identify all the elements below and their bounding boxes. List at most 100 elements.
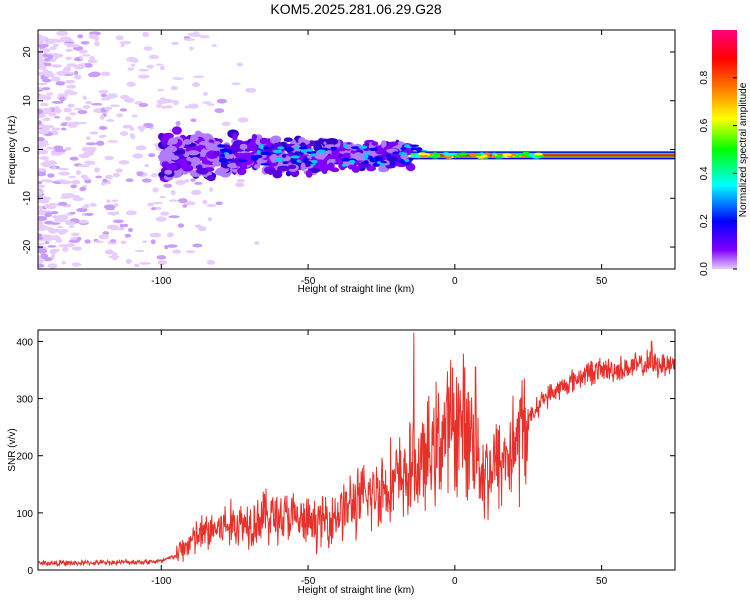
- spectral-patch: [87, 59, 98, 64]
- spectral-patch: [38, 129, 49, 135]
- spectral-patch: [296, 159, 301, 163]
- spectral-patch: [57, 201, 68, 206]
- spectral-patch: [380, 162, 385, 167]
- spectral-patch: [206, 103, 215, 106]
- x-tick-label: 50: [596, 276, 608, 287]
- spectral-patch: [132, 153, 144, 159]
- spectral-patch: [276, 168, 283, 175]
- spectral-patch: [217, 144, 225, 148]
- spectral-patch: [49, 222, 61, 225]
- spectral-patch: [40, 253, 49, 259]
- spectral-patch: [183, 138, 192, 145]
- spectral-patch: [100, 181, 107, 186]
- spectral-patch: [219, 148, 230, 153]
- spectral-patch: [73, 64, 85, 70]
- spectral-patch: [51, 100, 64, 104]
- spectrogram-marks: [38, 30, 675, 269]
- spectral-patch: [38, 150, 42, 156]
- spectral-patch: [169, 155, 180, 161]
- spectral-patch: [330, 146, 337, 150]
- spectral-patch: [192, 75, 205, 78]
- spectral-patch: [105, 174, 114, 180]
- spectral-patch: [139, 129, 144, 132]
- spectral-patch: [69, 112, 77, 116]
- spectral-patch: [99, 114, 105, 120]
- spectral-patch: [38, 39, 42, 45]
- spectral-patch: [65, 48, 73, 52]
- spectral-patch: [160, 211, 170, 216]
- ridge-patch: [476, 153, 482, 157]
- spectral-patch: [50, 253, 56, 259]
- spectral-patch: [288, 164, 297, 170]
- spectral-patch: [290, 160, 298, 164]
- spectral-patch: [44, 212, 53, 218]
- spectral-patch: [207, 217, 212, 221]
- spectral-patch: [81, 54, 91, 57]
- spectral-patch: [61, 193, 69, 198]
- spectral-patch: [50, 248, 61, 252]
- spectral-patch: [71, 179, 81, 185]
- spectral-patch: [38, 82, 48, 86]
- spectral-patch: [38, 191, 43, 196]
- spectral-patch: [175, 180, 186, 186]
- spectral-patch: [187, 150, 200, 156]
- spectral-patch: [305, 148, 314, 152]
- spectral-patch: [148, 153, 156, 158]
- spectral-patch: [213, 140, 221, 146]
- spectral-patch: [38, 210, 47, 216]
- spectral-patch: [409, 144, 420, 147]
- spectral-patch: [177, 223, 185, 228]
- spectral-patch: [254, 241, 260, 245]
- spectral-patch: [38, 156, 50, 160]
- spectral-patch: [150, 173, 158, 178]
- colorbar-ticks: 0.0 0.2 0.4 0.6 0.8: [699, 70, 737, 276]
- spectral-patch: [239, 161, 248, 171]
- spectral-patch: [202, 199, 208, 205]
- spectral-patch: [38, 263, 45, 268]
- spectral-patch: [124, 233, 132, 238]
- spectral-patch: [56, 30, 68, 37]
- spectral-patch: [65, 71, 75, 75]
- x-tick-label: 0: [452, 576, 458, 587]
- spectral-patch: [111, 199, 119, 203]
- spectral-patch: [155, 216, 167, 222]
- spectral-patch: [48, 228, 57, 234]
- spectral-patch: [138, 68, 150, 72]
- spectral-patch: [66, 63, 77, 67]
- spectral-patch: [87, 150, 95, 154]
- spectral-patch: [126, 56, 138, 63]
- spectral-patch: [47, 263, 58, 269]
- spectral-patch: [102, 231, 110, 236]
- spectral-patch: [415, 147, 423, 152]
- spectral-patch: [190, 145, 203, 152]
- ridge-patch: [432, 152, 438, 156]
- spectral-patch: [168, 199, 179, 202]
- spectral-patch: [405, 163, 416, 172]
- spectral-patch: [389, 162, 396, 166]
- spectral-patch: [67, 103, 75, 108]
- spectral-patch: [139, 261, 152, 265]
- spectral-patch: [44, 57, 51, 62]
- spectral-patch: [69, 211, 76, 215]
- spectral-patch: [330, 167, 340, 173]
- spectral-patch: [191, 81, 200, 88]
- spectral-patch: [313, 142, 323, 152]
- spectral-patch: [294, 146, 300, 150]
- spectral-patch: [76, 236, 82, 241]
- spectral-patch: [184, 105, 193, 109]
- spectral-patch: [348, 159, 356, 164]
- ridge-band-core: [440, 154, 675, 157]
- snr-x-ticks: -100 -50 0 50: [151, 330, 608, 587]
- spectral-patch: [135, 145, 147, 151]
- colorbar: 0.0 0.2 0.4 0.6 0.8 Normalized spectral ampl…: [699, 30, 749, 276]
- spectral-patch: [39, 102, 49, 107]
- spectral-patch: [171, 126, 182, 135]
- spectral-patch: [184, 179, 190, 183]
- spectral-patch: [119, 108, 128, 112]
- spectral-patch: [187, 32, 197, 36]
- spectral-patch: [183, 201, 196, 206]
- spectral-patch: [161, 136, 169, 145]
- spectral-patch: [55, 81, 65, 85]
- spectral-patch: [50, 52, 59, 56]
- spectral-patch: [57, 167, 70, 171]
